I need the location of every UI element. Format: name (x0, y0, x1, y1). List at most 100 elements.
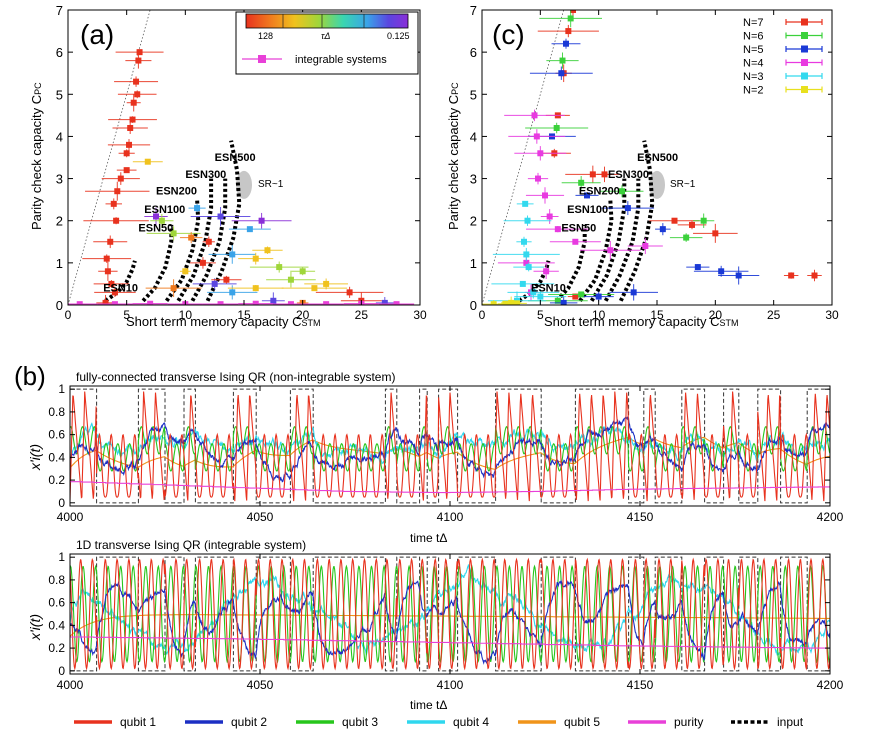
y-tick-label: 4 (470, 129, 477, 144)
data-point-n7 (671, 217, 678, 224)
esn-label: ESN300 (185, 169, 226, 181)
data-point (188, 234, 195, 241)
sr-region (649, 170, 665, 199)
data-point (299, 268, 306, 275)
data-point (135, 57, 142, 64)
data-point (123, 150, 130, 157)
legend-marker (801, 72, 808, 80)
data-point (108, 280, 115, 287)
data-point-n4 (607, 247, 614, 254)
colorbar-right-label: 0.125 (387, 31, 410, 41)
input-signal (70, 388, 830, 504)
data-point (126, 141, 133, 148)
esn-label: ESN200 (156, 185, 197, 197)
data-point-n6 (700, 217, 707, 224)
data-point (117, 175, 124, 182)
legend-label: N=7 (743, 17, 764, 29)
data-point-n4 (546, 213, 553, 220)
y-tick-label: 2 (56, 214, 63, 229)
data-point (110, 200, 117, 207)
data-point (346, 289, 353, 296)
panel-c-esn-labels: ESN10 ESN50 ESN100 ESN200 ESN300 ESN500 (531, 152, 678, 295)
panel-c-ylabel-main: Parity check capacity C (446, 95, 461, 230)
data-point-n6 (553, 125, 560, 131)
legend-marker (801, 86, 808, 93)
data-point (217, 213, 224, 220)
y-tick-label: 4 (56, 129, 63, 144)
integrable-point (252, 300, 259, 305)
y-tick-label: 0.4 (48, 450, 65, 464)
x-tick-label: 10 (592, 308, 606, 322)
esn-label: ESN200 (579, 185, 620, 197)
panel-c-xlabel-main: Short term memory capacity C (544, 314, 720, 329)
data-point-n5 (659, 226, 666, 233)
data-point (130, 99, 137, 106)
bottom-legend: qubit 1 qubit 2 qubit 3 qubit 4 qubit 5 purit… (74, 715, 804, 729)
legend-label-input: input (777, 715, 804, 729)
esn-curve-esn500 (618, 140, 655, 302)
y-tick-label: 0 (58, 496, 65, 510)
legend-integrable-text: integrable systems (295, 54, 387, 66)
data-point (252, 285, 259, 292)
x-tick-label: 4200 (817, 678, 844, 692)
legend-label-qubit-2: qubit 2 (231, 715, 267, 729)
x-tick-label: 4000 (57, 510, 84, 524)
data-point (276, 264, 283, 271)
data-point-n4 (572, 238, 579, 245)
x-tick-label: 0 (65, 308, 72, 322)
panel-a-sr-annotation: SR~1 (258, 179, 284, 190)
legend-label-qubit-4: qubit 4 (453, 715, 489, 729)
y-tick-label: 0.4 (48, 618, 65, 632)
x-tick-label: 4050 (247, 510, 274, 524)
panel-c-ylabel: Parity check capacity CPC (446, 82, 461, 230)
data-point (104, 268, 111, 275)
x-tick-label: 15 (650, 308, 664, 322)
panel-c-sr-annotation: SR~1 (670, 179, 696, 190)
panel-a-plot-area (68, 10, 415, 305)
legend-label: N=2 (743, 85, 764, 97)
legend-marker (801, 45, 808, 53)
data-point-n4 (523, 259, 530, 266)
data-point-n6 (578, 179, 585, 186)
x-tick-label: 25 (767, 308, 781, 322)
data-point (223, 276, 230, 283)
x-tick-label: 4150 (627, 510, 654, 524)
panel-c-plot-area (482, 10, 822, 305)
y-tick-label: 0.2 (48, 641, 65, 655)
data-point (170, 285, 177, 292)
legend-integrable-marker (258, 55, 266, 63)
data-point-n4 (537, 150, 544, 157)
data-point (114, 188, 121, 195)
esn-label: ESN300 (608, 169, 649, 181)
panel-a-esn-labels: ESN10 ESN50 ESN100 ESN200 ESN300 ESN500 (103, 152, 255, 295)
data-point-n6 (578, 291, 585, 298)
esn-label: ESN10 (531, 282, 566, 294)
data-point (107, 238, 114, 245)
y-tick-label: 0.8 (48, 405, 65, 419)
data-point-n5 (624, 205, 631, 212)
panel-c-legend: N=7 N=6N=5 N=4N=3 N=2 (738, 15, 828, 97)
x-tick-label: 10 (179, 308, 193, 322)
x-tick-label: 4100 (437, 678, 464, 692)
panel-c-xlabel-sub: STM (720, 318, 739, 328)
input-signal (70, 556, 830, 672)
data-point-n7 (712, 230, 719, 237)
data-point-n7 (565, 28, 572, 35)
legend-marker (801, 59, 808, 66)
x-tick-label: 4200 (817, 510, 844, 524)
y-tick-label: 6 (56, 45, 63, 60)
y-tick-label: 7 (56, 3, 63, 18)
qubit-3-line (70, 425, 830, 472)
data-point-n7 (572, 293, 579, 300)
data-point (127, 125, 134, 131)
panel-b-bottom-plot-area (70, 556, 830, 672)
data-point (182, 268, 189, 275)
esn-curve-esn300 (603, 178, 641, 302)
data-point (158, 217, 165, 224)
integrable-point (393, 301, 400, 305)
sr-region (236, 170, 252, 199)
data-point (199, 259, 206, 266)
esn-label: ESN10 (103, 282, 138, 294)
data-point-n6 (683, 234, 690, 241)
